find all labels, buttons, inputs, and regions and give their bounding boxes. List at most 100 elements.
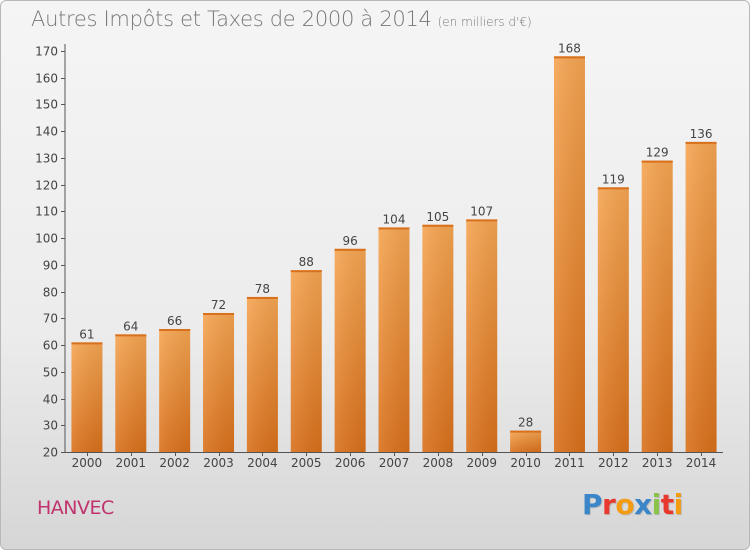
- x-tick-label: 2005: [291, 456, 322, 470]
- bar-shade: [378, 227, 410, 452]
- bar-value-label: 136: [690, 127, 713, 141]
- y-tick-label: 70: [43, 312, 58, 326]
- bar-shade: [71, 342, 103, 452]
- bar-shade: [159, 329, 191, 452]
- bar-value-label: 168: [558, 41, 581, 55]
- y-tick-label: 140: [35, 125, 58, 139]
- x-tick-label: 2000: [72, 456, 103, 470]
- x-tick-label: 2007: [379, 456, 410, 470]
- bar-shade: [553, 56, 585, 452]
- bar-value-labels: 61 64 66 72 78 88 96 104 105 107 28 168 119 129 136: [79, 41, 712, 429]
- y-tick-label: 100: [35, 232, 58, 246]
- bar: [290, 270, 322, 452]
- bar: [115, 334, 147, 452]
- bar-top-edge: [510, 430, 542, 433]
- proxiti-logo[interactable]: Proxiti: [582, 488, 683, 521]
- bar: [203, 312, 235, 452]
- bar-top-edge: [71, 342, 103, 345]
- y-tick-label: 40: [43, 393, 58, 407]
- x-tick-label: 2006: [335, 456, 366, 470]
- y-tick-label: 30: [43, 419, 58, 433]
- x-tick-label: 2002: [159, 456, 190, 470]
- bar-value-label: 64: [123, 319, 138, 333]
- x-tick-label: 2010: [510, 456, 541, 470]
- x-axis: 2000 2001 2002 2003 2004 2005 2006 2007 2008 2009…: [65, 452, 723, 470]
- logo-letter: o: [615, 488, 635, 521]
- bar-top-edge: [378, 227, 410, 230]
- y-tick-label: 90: [43, 259, 58, 273]
- y-tick-label: 120: [35, 179, 58, 193]
- bar-top-edge: [246, 296, 278, 299]
- logo-letter: i: [651, 488, 662, 521]
- bar-value-label: 66: [167, 314, 182, 328]
- bar-shade: [597, 187, 629, 452]
- bar-top-edge: [159, 329, 191, 332]
- x-tick-label: 2004: [247, 456, 278, 470]
- bar-top-edge: [203, 312, 235, 315]
- x-tick-label: 2013: [642, 456, 673, 470]
- x-tick-label: 2003: [203, 456, 234, 470]
- bar-top-edge: [466, 219, 498, 222]
- bar-top-edge: [597, 187, 629, 190]
- bar: [553, 56, 585, 452]
- x-tick-label: 2011: [554, 456, 585, 470]
- bar-top-edge: [115, 334, 147, 337]
- bar-shade: [466, 219, 498, 452]
- y-tick-label: 150: [35, 98, 58, 112]
- logo-letter: i: [673, 488, 684, 521]
- bar: [641, 160, 673, 452]
- bar: [422, 224, 454, 452]
- bar-top-edge: [422, 224, 454, 227]
- y-tick-label: 170: [35, 45, 58, 59]
- bar: [466, 219, 498, 452]
- bar-shade: [422, 224, 454, 452]
- logo-letter: x: [634, 488, 652, 521]
- bar-value-label: 129: [646, 146, 669, 160]
- y-tick-label: 80: [43, 286, 58, 300]
- x-tick-label: 2008: [423, 456, 454, 470]
- bar-value-label: 119: [602, 172, 625, 186]
- bar-value-label: 88: [299, 255, 314, 269]
- y-tick-label: 160: [35, 72, 58, 86]
- bar: [685, 141, 717, 453]
- bar-shade: [246, 296, 278, 452]
- bar-shade: [510, 430, 542, 452]
- bar-value-label: 105: [426, 210, 449, 224]
- bar-shade: [685, 141, 717, 453]
- logo-letter: r: [602, 488, 616, 521]
- chart-subtitle: (en milliers d'€): [437, 15, 532, 29]
- bar-value-label: 72: [211, 298, 226, 312]
- x-tick-label: 2009: [466, 456, 497, 470]
- bar-shade: [115, 334, 147, 452]
- chart-title: Autres Impôts et Taxes de 2000 à 2014 (en…: [31, 7, 532, 31]
- bar-top-edge: [641, 160, 673, 163]
- y-tick-label: 60: [43, 339, 58, 353]
- y-axis: 20 30 40 50 60 70 80 90 100 110 120 130 140 150 160 170: [35, 44, 66, 460]
- bar-value-label: 28: [518, 416, 533, 430]
- bar: [378, 227, 410, 452]
- bar-value-label: 107: [470, 204, 493, 218]
- bar: [71, 342, 103, 452]
- bar-shade: [203, 312, 235, 452]
- chart-title-text: Autres Impôts et Taxes de 2000 à 2014: [31, 7, 432, 31]
- bar: [334, 248, 366, 452]
- bar-shade: [641, 160, 673, 452]
- bar-value-label: 61: [79, 327, 94, 341]
- logo-letter: t: [660, 488, 674, 521]
- bar-shade: [334, 248, 366, 452]
- logo-letter: P: [582, 488, 603, 521]
- bar-top-edge: [290, 270, 322, 273]
- y-tick-label: 20: [43, 446, 58, 460]
- y-tick-label: 110: [35, 205, 58, 219]
- bar: [597, 187, 629, 452]
- y-tick-label: 50: [43, 366, 58, 380]
- bar-top-edge: [685, 141, 717, 144]
- bar-top-edge: [334, 248, 366, 251]
- bar: [246, 296, 278, 452]
- x-tick-label: 2001: [116, 456, 147, 470]
- bar-value-label: 78: [255, 282, 270, 296]
- commune-name: HANVEC: [37, 497, 114, 519]
- bar: [159, 329, 191, 452]
- bar: [510, 430, 542, 452]
